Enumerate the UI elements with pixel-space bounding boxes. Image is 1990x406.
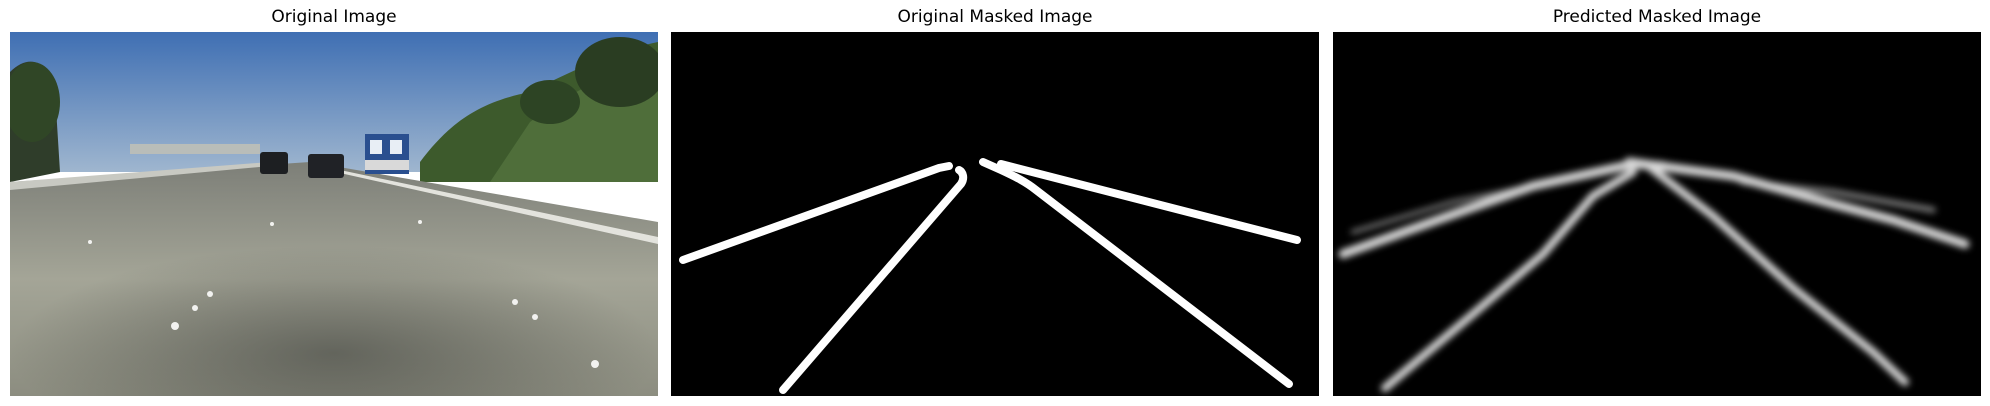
predicted-lane-6: [1740, 179, 1936, 213]
original-mask-frame: [671, 32, 1319, 396]
predicted-lane-5: [1350, 179, 1556, 235]
lane-line-1: [679, 162, 953, 264]
predicted-mask: [1333, 32, 1981, 396]
panel-title-original-image: Original Image: [271, 7, 397, 27]
lane-line-4: [997, 160, 1301, 244]
predicted-lane-4: [1624, 157, 1970, 249]
predicted-lane-2: [1381, 168, 1637, 392]
lane-line-3: [979, 158, 1293, 388]
original-mask: [671, 32, 1319, 396]
predicted-mask-frame: [1333, 32, 1981, 396]
panel-title-predicted-masked-image: Predicted Masked Image: [1552, 7, 1762, 27]
predicted-lane-3: [1647, 164, 1909, 386]
original-image: [10, 32, 658, 396]
panel-title-original-masked-image: Original Masked Image: [897, 7, 1093, 27]
original-image-frame: [10, 32, 658, 396]
lane-line-2: [779, 166, 968, 394]
